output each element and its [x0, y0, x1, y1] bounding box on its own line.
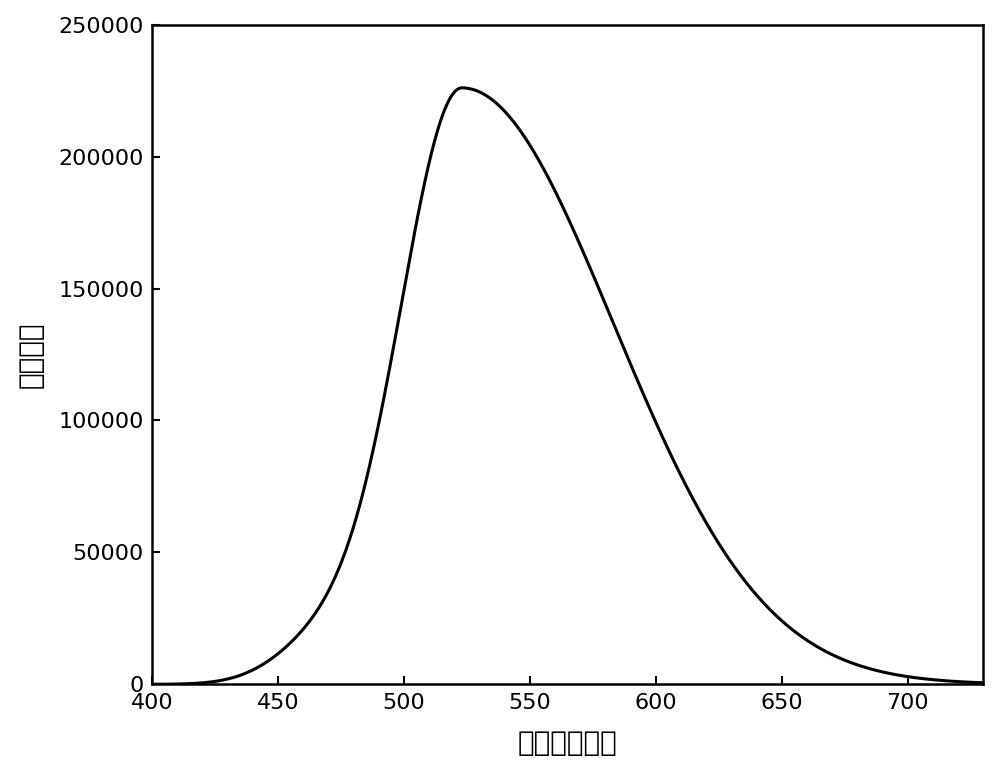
X-axis label: 波长（纳米）: 波长（纳米） — [518, 729, 618, 757]
Y-axis label: 荧光强度: 荧光强度 — [17, 321, 45, 388]
